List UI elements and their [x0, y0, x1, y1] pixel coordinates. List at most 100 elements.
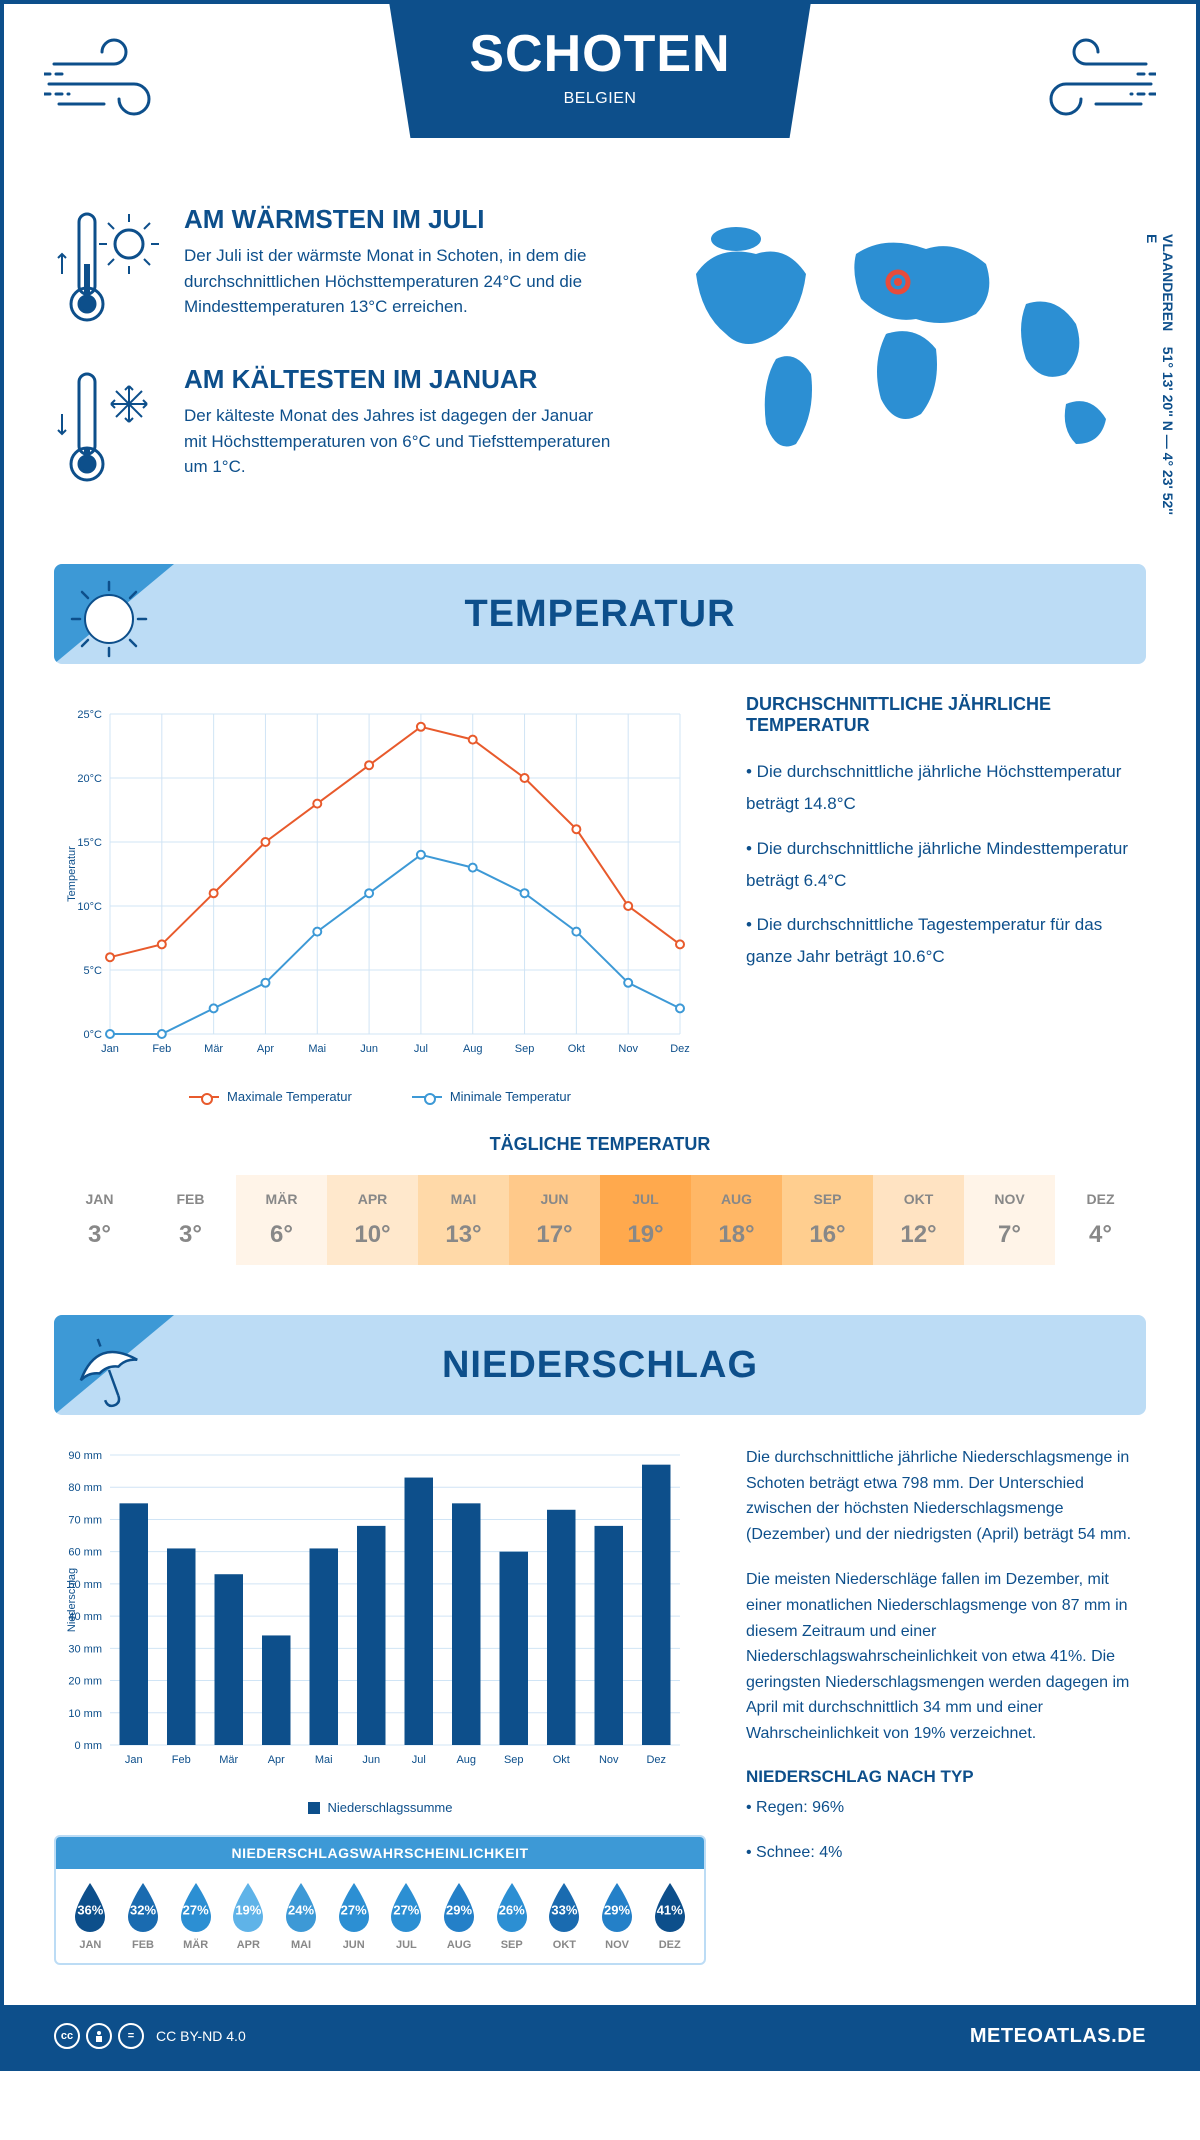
daily-temp-cell: NOV7° — [964, 1175, 1055, 1265]
daily-temp-title: TÄGLICHE TEMPERATUR — [54, 1134, 1146, 1155]
by-icon — [86, 2023, 112, 2049]
daily-temp-cell: SEP16° — [782, 1175, 873, 1265]
temp-info-title: DURCHSCHNITTLICHE JÄHRLICHE TEMPERATUR — [746, 694, 1146, 736]
svg-text:80 mm: 80 mm — [68, 1482, 102, 1494]
daily-temp-cell: DEZ4° — [1055, 1175, 1146, 1265]
daily-temp-cell: APR10° — [327, 1175, 418, 1265]
svg-text:Jan: Jan — [125, 1754, 143, 1766]
drop-icon: 29% — [596, 1881, 638, 1933]
temp-section: 0°C5°C10°C15°C20°C25°CJanFebMärAprMaiJun… — [54, 694, 1146, 1104]
prob-cell: 32% FEB — [117, 1881, 170, 1951]
svg-text:Mär: Mär — [219, 1754, 238, 1766]
precip-section: 0 mm10 mm20 mm30 mm40 mm50 mm60 mm70 mm8… — [54, 1445, 1146, 1965]
prob-cell: 41% DEZ — [643, 1881, 696, 1951]
svg-text:Jul: Jul — [414, 1043, 428, 1055]
daily-temp-cell: JUN17° — [509, 1175, 600, 1265]
precip-p2: Die meisten Niederschläge fallen im Deze… — [746, 1567, 1146, 1746]
info-left: AM WÄRMSTEN IM JULI Der Juli ist der wär… — [54, 204, 616, 524]
temp-bullet-2: • Die durchschnittliche jährliche Mindes… — [746, 833, 1146, 898]
temp-info: DURCHSCHNITTLICHE JÄHRLICHE TEMPERATUR •… — [746, 694, 1146, 1104]
warmest-block: AM WÄRMSTEN IM JULI Der Juli ist der wär… — [54, 204, 616, 334]
prob-cell: 29% NOV — [591, 1881, 644, 1951]
svg-text:5°C: 5°C — [84, 965, 103, 977]
svg-text:Aug: Aug — [463, 1043, 483, 1055]
temp-bullet-1: • Die durchschnittliche jährliche Höchst… — [746, 756, 1146, 821]
prob-cell: 33% OKT — [538, 1881, 591, 1951]
svg-text:Feb: Feb — [152, 1043, 171, 1055]
prob-title: NIEDERSCHLAGSWAHRSCHEINLICHKEIT — [56, 1837, 704, 1869]
temp-chart: 0°C5°C10°C15°C20°C25°CJanFebMärAprMaiJun… — [54, 694, 706, 1104]
drop-icon: 27% — [175, 1881, 217, 1933]
svg-text:Apr: Apr — [257, 1043, 274, 1055]
temp-title: TEMPERATUR — [464, 593, 735, 636]
prob-cell: 29% AUG — [433, 1881, 486, 1951]
cc-icon: cc — [54, 2023, 80, 2049]
thermometer-sun-icon — [54, 204, 164, 334]
svg-text:0°C: 0°C — [84, 1029, 103, 1041]
daily-temp-cell: JUL19° — [600, 1175, 691, 1265]
drop-icon: 29% — [438, 1881, 480, 1933]
wind-icon-left — [44, 34, 184, 134]
svg-text:Jun: Jun — [362, 1754, 380, 1766]
svg-text:Aug: Aug — [456, 1754, 476, 1766]
coldest-block: AM KÄLTESTEN IM JANUAR Der kälteste Mona… — [54, 364, 616, 494]
prob-cell: 26% SEP — [485, 1881, 538, 1951]
daily-temp-row: JAN3°FEB3°MÄR6°APR10°MAI13°JUN17°JUL19°A… — [54, 1175, 1146, 1265]
drop-icon: 24% — [280, 1881, 322, 1933]
drop-icon: 19% — [227, 1881, 269, 1933]
daily-temp-cell: JAN3° — [54, 1175, 145, 1265]
svg-text:Nov: Nov — [618, 1043, 638, 1055]
svg-text:Temperatur: Temperatur — [66, 846, 78, 902]
svg-text:15°C: 15°C — [77, 837, 102, 849]
svg-text:20°C: 20°C — [77, 773, 102, 785]
svg-text:20 mm: 20 mm — [68, 1676, 102, 1688]
info-row: AM WÄRMSTEN IM JULI Der Juli ist der wär… — [54, 204, 1146, 524]
precip-type2: • Schnee: 4% — [746, 1840, 1146, 1866]
precip-prob-box: NIEDERSCHLAGSWAHRSCHEINLICHKEIT 36% JAN … — [54, 1835, 706, 1965]
world-map: VLAANDEREN 51° 13' 20'' N — 4° 23' 52'' … — [646, 204, 1146, 524]
daily-temp-cell: MAI13° — [418, 1175, 509, 1265]
daily-temp-cell: MÄR6° — [236, 1175, 327, 1265]
svg-text:Jun: Jun — [360, 1043, 378, 1055]
prob-cell: 19% APR — [222, 1881, 275, 1951]
daily-temp-cell: AUG18° — [691, 1175, 782, 1265]
svg-text:60 mm: 60 mm — [68, 1547, 102, 1559]
drop-icon: 26% — [491, 1881, 533, 1933]
precip-bar-chart: 0 mm10 mm20 mm30 mm40 mm50 mm60 mm70 mm8… — [54, 1445, 706, 1785]
drop-icon: 36% — [69, 1881, 111, 1933]
svg-text:Jul: Jul — [412, 1754, 426, 1766]
svg-text:25°C: 25°C — [77, 709, 102, 721]
coldest-title: AM KÄLTESTEN IM JANUAR — [184, 364, 616, 395]
coldest-text: Der kälteste Monat des Jahres ist dagege… — [184, 403, 616, 480]
cc-icons: cc = — [54, 2023, 144, 2049]
svg-text:Mai: Mai — [315, 1754, 333, 1766]
svg-text:10 mm: 10 mm — [68, 1708, 102, 1720]
nd-icon: = — [118, 2023, 144, 2049]
svg-text:90 mm: 90 mm — [68, 1450, 102, 1462]
svg-text:Sep: Sep — [515, 1043, 535, 1055]
drop-icon: 33% — [543, 1881, 585, 1933]
svg-text:Okt: Okt — [553, 1754, 570, 1766]
drop-icon: 32% — [122, 1881, 164, 1933]
svg-text:Jan: Jan — [101, 1043, 119, 1055]
svg-text:Mär: Mär — [204, 1043, 223, 1055]
svg-text:Dez: Dez — [646, 1754, 666, 1766]
footer-license: cc = CC BY-ND 4.0 — [54, 2023, 246, 2049]
precip-type-title: NIEDERSCHLAG NACH TYP — [746, 1767, 1146, 1787]
precip-text: Die durchschnittliche jährliche Niedersc… — [746, 1445, 1146, 1965]
infographic-page: SCHOTEN BELGIEN — [0, 0, 1200, 2071]
svg-text:Apr: Apr — [268, 1754, 285, 1766]
header: SCHOTEN BELGIEN — [4, 4, 1196, 204]
precip-section-header: NIEDERSCHLAG — [54, 1315, 1146, 1415]
precip-legend: Niederschlagssumme — [54, 1800, 706, 1815]
svg-text:Dez: Dez — [670, 1043, 690, 1055]
prob-row: 36% JAN 32% FEB 27% MÄR 19% — [56, 1869, 704, 1963]
svg-text:Nov: Nov — [599, 1754, 619, 1766]
svg-text:10°C: 10°C — [77, 901, 102, 913]
temp-legend: Maximale Temperatur Minimale Temperatur — [54, 1089, 706, 1104]
svg-text:0 mm: 0 mm — [75, 1740, 103, 1752]
footer: cc = CC BY-ND 4.0 METEOATLAS.DE — [4, 2005, 1196, 2067]
svg-text:30 mm: 30 mm — [68, 1643, 102, 1655]
wind-icon-right — [1016, 34, 1156, 134]
svg-text:Feb: Feb — [172, 1754, 191, 1766]
